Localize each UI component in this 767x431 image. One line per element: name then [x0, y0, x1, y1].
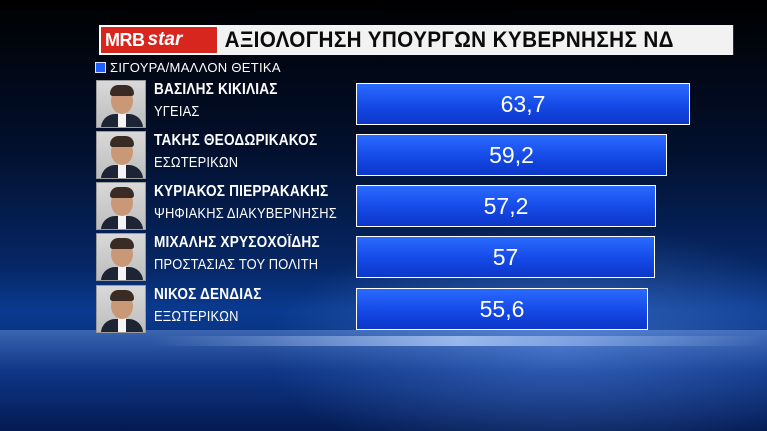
- minister-photo: [96, 80, 146, 128]
- background-floor: [0, 330, 767, 431]
- header: MRB star ΑΞΙΟΛΟΓΗΣΗ ΥΠΟΥΡΓΩΝ ΚΥΒΕΡΝΗΣΗΣ …: [99, 25, 766, 55]
- minister-photo: [96, 131, 146, 179]
- bar-value-label: 55,6: [479, 295, 525, 322]
- legend: ΣΙΓΟΥΡΑ/ΜΑΛΛΟΝ ΘΕΤΙΚΑ: [95, 60, 281, 75]
- background-light-stripe: [150, 336, 767, 346]
- logo-brand: MRB: [105, 29, 145, 50]
- chart-title: ΑΞΙΟΛΟΓΗΣΗ ΥΠΟΥΡΓΩΝ ΚΥΒΕΡΝΗΣΗΣ ΝΔ: [219, 25, 734, 55]
- bar-value-label: 57,2: [483, 192, 529, 219]
- category-name-label: ΤΑΚΗΣ ΘΕΟΔΩΡΙΚΑΚΟΣ: [154, 132, 318, 149]
- minister-photo: [96, 182, 146, 230]
- category-role-label: ΥΓΕΙΑΣ: [154, 103, 200, 120]
- chart-row: ΜΙΧΑΛΗΣ ΧΡΥΣΟΧΟΪΔΗΣ ΠΡΟΣΤΑΣΙΑΣ ΤΟΥ ΠΟΛΙΤΗ…: [96, 233, 736, 281]
- bar: 59,2: [356, 134, 667, 176]
- legend-label: ΣΙΓΟΥΡΑ/ΜΑΛΛΟΝ ΘΕΤΙΚΑ: [110, 60, 281, 75]
- legend-swatch: [95, 62, 106, 73]
- bar-value-label: 63,7: [500, 90, 546, 117]
- bar-value-label: 57: [492, 243, 519, 270]
- category-name-label: ΚΥΡΙΑΚΟΣ ΠΙΕΡΡΑΚΑΚΗΣ: [154, 183, 329, 200]
- chart-row: ΚΥΡΙΑΚΟΣ ΠΙΕΡΡΑΚΑΚΗΣ ΨΗΦΙΑΚΗΣ ΔΙΑΚΥΒΕΡΝΗΣ…: [96, 182, 736, 230]
- category-role-label: ΕΞΩΤΕΡΙΚΩΝ: [154, 308, 239, 325]
- category-name-label: ΜΙΧΑΛΗΣ ΧΡΥΣΟΧΟΪΔΗΣ: [154, 234, 320, 251]
- bar: 57,2: [356, 185, 656, 227]
- chart-row: ΒΑΣΙΛΗΣ ΚΙΚΙΛΙΑΣ ΥΓΕΙΑΣ 63,7: [96, 80, 736, 128]
- category-role-label: ΕΣΩΤΕΡΙΚΩΝ: [154, 154, 239, 171]
- minister-photo: [96, 285, 146, 333]
- minister-photo: [96, 233, 146, 281]
- channel-logo: MRB star: [99, 25, 219, 55]
- category-role-label: ΠΡΟΣΤΑΣΙΑΣ ΤΟΥ ΠΟΛΙΤΗ: [154, 256, 319, 273]
- chart-row: ΤΑΚΗΣ ΘΕΟΔΩΡΙΚΑΚΟΣ ΕΣΩΤΕΡΙΚΩΝ 59,2: [96, 131, 736, 179]
- bar: 55,6: [356, 288, 648, 330]
- category-name-label: ΝΙΚΟΣ ΔΕΝΔΙΑΣ: [154, 286, 262, 303]
- category-role-label: ΨΗΦΙΑΚΗΣ ΔΙΑΚΥΒΕΡΝΗΣΗΣ: [154, 205, 337, 222]
- bar-value-label: 59,2: [489, 141, 534, 168]
- chart-row: ΝΙΚΟΣ ΔΕΝΔΙΑΣ ΕΞΩΤΕΡΙΚΩΝ 55,6: [96, 285, 736, 333]
- bar: 57: [356, 236, 655, 278]
- bar: 63,7: [356, 83, 690, 125]
- category-name-label: ΒΑΣΙΛΗΣ ΚΙΚΙΛΙΑΣ: [154, 81, 278, 98]
- logo-channel: star: [147, 29, 183, 50]
